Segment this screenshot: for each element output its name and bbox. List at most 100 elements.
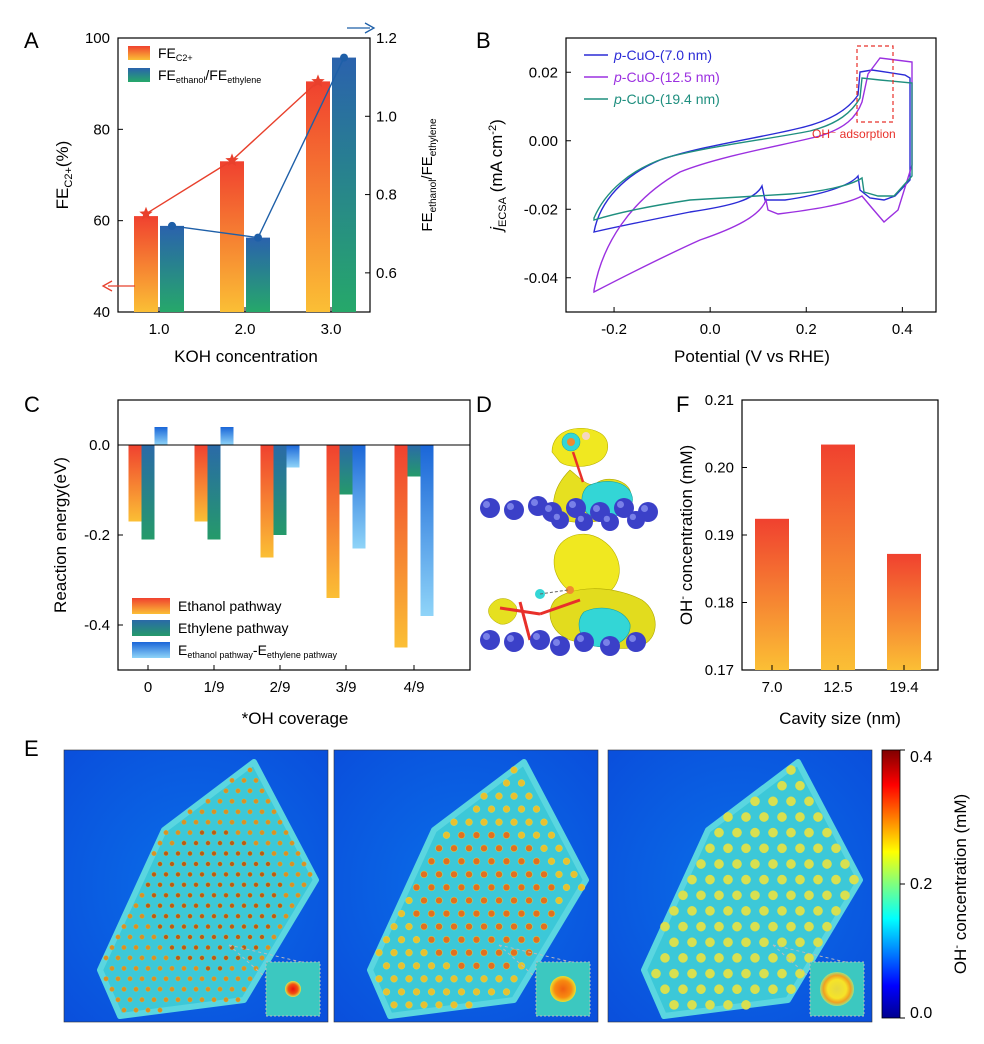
cavity-dot	[427, 936, 436, 944]
cavity-dot	[169, 840, 175, 846]
cavity-dot	[480, 975, 488, 983]
cavity-dot	[151, 913, 157, 919]
cavity-dot	[133, 924, 139, 930]
cavity-dot	[442, 988, 451, 996]
cavity-dot	[472, 883, 481, 892]
bar-ethanol-2-9	[260, 445, 274, 558]
panel-b-frame	[565, 37, 937, 313]
cavity-dot	[822, 827, 832, 838]
cavity-dot	[223, 934, 229, 940]
cavity-dot	[435, 923, 443, 931]
panel-label-a: A	[24, 28, 39, 53]
cavity-dot	[211, 892, 217, 898]
cavity-dot	[540, 896, 548, 905]
cavity-dot	[457, 831, 466, 839]
bar-ethylene-2-9	[273, 445, 287, 535]
bar-diff-3-9	[352, 445, 366, 549]
cavity-dot	[435, 896, 443, 905]
cavity-dot	[241, 861, 247, 867]
cu-atom-highlight	[483, 633, 490, 640]
cavity-dot	[705, 874, 715, 885]
cavity-dot	[247, 830, 253, 836]
cavity-dot	[532, 883, 541, 892]
cavity-dot	[265, 798, 271, 804]
cavity-dot	[229, 903, 235, 909]
tick-label-f-y-0.19: 0.19	[705, 527, 734, 544]
cu-atom-top-6	[614, 498, 634, 518]
cavity-dot	[487, 857, 496, 865]
cavity-dot	[271, 913, 277, 919]
cavity-dot	[229, 777, 235, 783]
tick-label-c-y-0.0: 0.0	[89, 437, 110, 454]
cavity-dot	[247, 850, 253, 856]
cavity-dot	[247, 767, 253, 773]
bar-cavity-12.5	[821, 444, 855, 670]
cavity-dot	[517, 831, 526, 839]
cavity-dot	[465, 844, 473, 852]
panel-d-structure-illustration	[480, 427, 658, 656]
cavity-dot	[223, 788, 229, 794]
cavity-dot	[555, 844, 563, 852]
cavity-dot	[217, 861, 223, 867]
cavity-dot	[157, 1007, 163, 1013]
cavity-dot	[510, 949, 518, 957]
cavity-dot	[525, 896, 533, 905]
cavity-dot	[199, 850, 205, 856]
bar-ratio-2.0	[246, 237, 270, 312]
cavity-dot	[187, 913, 193, 919]
cavity-dot	[169, 944, 175, 950]
cu-atom-body	[601, 513, 619, 531]
cavity-dot	[139, 934, 145, 940]
tick-label-c-x-0: 0	[144, 679, 152, 696]
cavity-dot	[768, 796, 778, 807]
cavity-dot	[145, 882, 151, 888]
cavity-dot	[175, 955, 181, 961]
cavity-dot	[265, 944, 271, 950]
cavity-dot	[175, 871, 181, 877]
cavity-dot	[193, 882, 199, 888]
cu-atom-highlight	[593, 505, 600, 512]
cavity-dot	[412, 910, 421, 918]
panel-a-legend-swatch-fec2	[128, 46, 150, 60]
tick-label-b-y--0.02: -0.02	[524, 201, 558, 218]
cavity-dot	[487, 988, 496, 996]
cavity-dot	[768, 890, 778, 901]
cavity-dot	[502, 831, 511, 839]
cavity-dot	[759, 968, 769, 979]
cavity-dot	[223, 892, 229, 898]
cavity-dot	[577, 883, 586, 892]
cavity-dot	[759, 874, 769, 885]
cavity-dot	[151, 955, 157, 961]
panel-c-chart: 0.0 -0.2 -0.4 0 1/9 2/9 3/9 4/9 Ethanol pathwa…	[51, 399, 471, 728]
bar-ethylene-1-9	[207, 445, 221, 540]
cavity-dot	[759, 812, 769, 822]
cavity-dot	[175, 892, 181, 898]
cavity-dot	[127, 976, 133, 982]
cavity-dot	[295, 850, 301, 856]
cavity-dot	[163, 892, 169, 898]
cavity-dot	[193, 903, 199, 909]
cavity-dot	[813, 906, 823, 916]
cavity-dot	[169, 924, 175, 930]
cavity-dot	[714, 921, 724, 932]
cavity-dot	[472, 857, 481, 865]
bar-cavity-7.0	[755, 518, 789, 670]
cavity-dot	[163, 913, 169, 919]
cavity-dot	[103, 976, 109, 982]
cavity-dot	[223, 913, 229, 919]
cavity-dot	[157, 944, 163, 950]
cavity-dot	[397, 936, 406, 944]
cavity-dot	[199, 830, 205, 836]
cavity-dot	[229, 882, 235, 888]
cavity-dot	[472, 805, 481, 813]
cavity-dot	[804, 890, 814, 901]
cavity-dot	[127, 955, 133, 961]
cavity-dot	[495, 949, 503, 957]
cavity-dot	[502, 962, 511, 970]
cavity-dot	[741, 874, 751, 885]
cavity-dot	[145, 1007, 151, 1013]
cavity-dot	[277, 903, 283, 909]
cavity-dot	[295, 871, 301, 877]
cavity-dot	[205, 944, 211, 950]
